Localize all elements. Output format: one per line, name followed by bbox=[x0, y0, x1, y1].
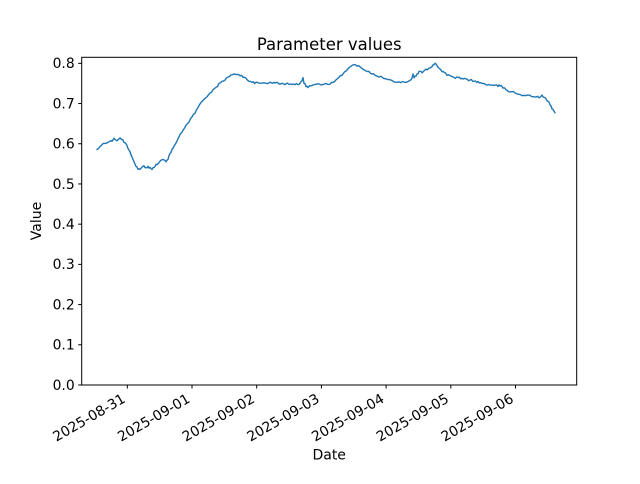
y-tick-label: 0.6 bbox=[53, 137, 75, 153]
x-axis-label: Date bbox=[312, 448, 345, 464]
y-tick-label: 0.1 bbox=[53, 338, 75, 354]
x-tick-label: 2025-09-01 bbox=[115, 391, 193, 445]
x-tick-label: 2025-09-03 bbox=[244, 391, 322, 445]
y-axis-ticks: 0.0 0.1 0.2 0.3 0.4 0.5 0.6 0.7 0.8 bbox=[53, 56, 82, 394]
plot-border bbox=[81, 56, 578, 386]
series-line bbox=[96, 62, 556, 171]
y-tick-label: 0.4 bbox=[53, 217, 75, 233]
chart-title: Parameter values bbox=[257, 35, 402, 54]
plot-series bbox=[96, 62, 556, 171]
x-axis-ticks: 2025-08-312025-09-012025-09-022025-09-03… bbox=[50, 385, 516, 445]
x-tick-label: 2025-09-04 bbox=[309, 391, 387, 445]
y-axis-label: Value bbox=[29, 202, 45, 240]
x-tick-label: 2025-08-31 bbox=[50, 391, 128, 445]
y-tick-label: 0.3 bbox=[53, 257, 75, 273]
y-tick-label: 0.8 bbox=[53, 56, 75, 72]
y-tick-label: 0.2 bbox=[53, 297, 75, 313]
x-tick-label: 2025-09-02 bbox=[180, 391, 258, 445]
x-tick-label: 2025-09-05 bbox=[374, 391, 452, 445]
y-tick-label: 0.7 bbox=[53, 96, 75, 112]
y-tick-label: 0.5 bbox=[53, 177, 75, 193]
y-tick-label: 0.0 bbox=[53, 378, 75, 394]
x-tick-label: 2025-09-06 bbox=[439, 391, 517, 445]
